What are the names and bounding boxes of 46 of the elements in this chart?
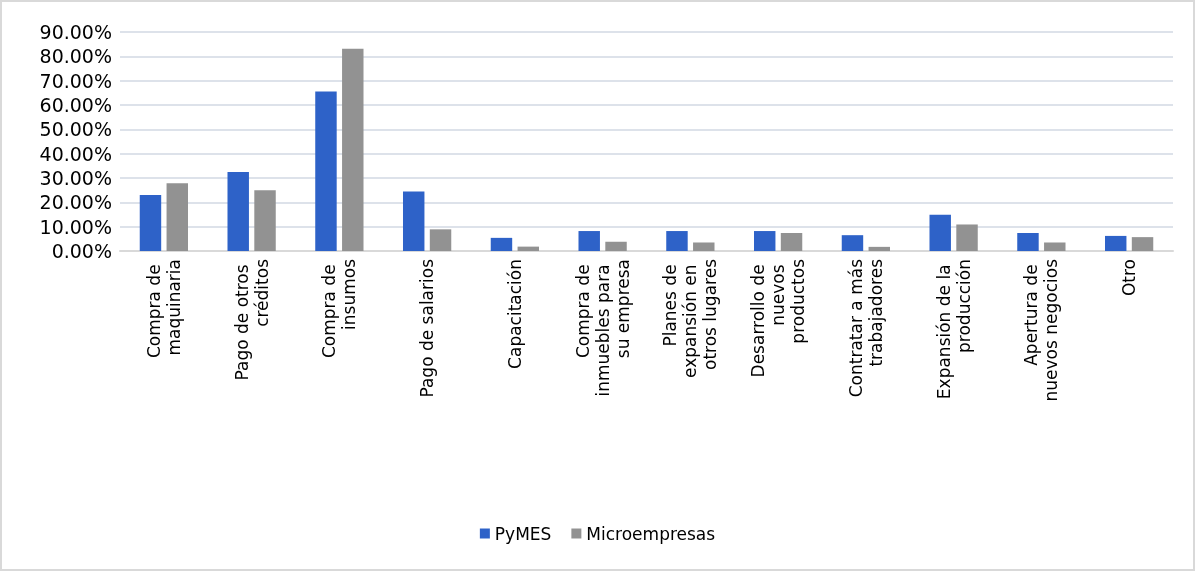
bar	[666, 231, 688, 251]
bar	[1017, 232, 1039, 251]
legend-label: Microempresas	[586, 523, 716, 544]
y-tick-label: 70.00%	[39, 69, 112, 92]
bar	[315, 91, 337, 251]
x-tick-label: Compra de insumos	[319, 258, 360, 359]
x-tick-label: Compra de maquinaria	[143, 259, 184, 359]
bar	[605, 241, 627, 251]
y-tick-label: 90.00%	[39, 21, 112, 43]
y-tick-label: 20.00%	[39, 191, 112, 214]
bar	[1104, 235, 1127, 251]
x-tick-label: Desarrollo de nuevos productos	[748, 258, 809, 378]
bar	[429, 229, 452, 251]
x-tick-label: Apertura de nuevos negocios	[1021, 258, 1062, 402]
bar	[841, 235, 864, 251]
y-tick-label: 0.00%	[51, 240, 112, 262]
bar	[693, 242, 715, 251]
bar	[1131, 237, 1154, 251]
bar	[578, 231, 600, 251]
bar	[402, 191, 425, 251]
bar	[227, 171, 249, 251]
x-tick-label: Expansión de la producción	[933, 259, 974, 400]
bar	[254, 190, 276, 251]
x-tick-label: Otro	[1119, 259, 1140, 297]
bar	[342, 48, 364, 251]
y-tick-label: 80.00%	[39, 45, 112, 68]
y-tick-label: 50.00%	[39, 118, 112, 141]
bar	[929, 214, 951, 251]
bar	[753, 231, 776, 251]
y-tick-label: 60.00%	[39, 94, 112, 116]
bar	[490, 237, 513, 251]
bar	[166, 183, 189, 251]
bar	[780, 232, 803, 251]
y-tick-label: 10.00%	[39, 215, 112, 238]
x-tick-label: Planes de expansión en otros lugares	[660, 258, 721, 378]
x-tick-label: Pago de salarios	[417, 258, 438, 398]
bar	[868, 246, 891, 251]
bar	[139, 195, 162, 251]
bar	[956, 224, 978, 251]
x-tick-label: Pago de otros créditos	[231, 258, 272, 381]
x-tick-label: Compra de inmuebles para su empresa	[572, 259, 633, 397]
y-tick-label: 40.00%	[39, 142, 112, 165]
legend-label: PyMES	[494, 523, 552, 544]
y-tick-label: 30.00%	[39, 167, 112, 189]
bar	[1044, 242, 1066, 251]
x-tick-label: Capacitación	[504, 259, 525, 369]
